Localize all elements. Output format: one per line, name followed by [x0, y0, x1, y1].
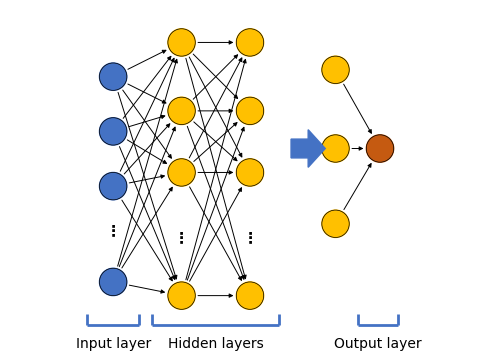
- Text: Input layer: Input layer: [76, 337, 151, 352]
- Text: ⋮: ⋮: [174, 230, 189, 245]
- Circle shape: [100, 268, 127, 296]
- Circle shape: [236, 159, 264, 186]
- Circle shape: [366, 135, 394, 162]
- Text: Hidden layers: Hidden layers: [168, 337, 264, 352]
- Text: ⋮: ⋮: [106, 223, 121, 238]
- Circle shape: [236, 97, 264, 125]
- Circle shape: [100, 172, 127, 200]
- Circle shape: [100, 63, 127, 90]
- Circle shape: [236, 29, 264, 56]
- Circle shape: [322, 135, 349, 162]
- Circle shape: [236, 282, 264, 309]
- Circle shape: [100, 118, 127, 145]
- Circle shape: [168, 97, 196, 125]
- Circle shape: [168, 159, 196, 186]
- Circle shape: [322, 210, 349, 238]
- FancyArrow shape: [291, 130, 326, 167]
- Text: ⋮: ⋮: [242, 230, 258, 245]
- Text: Output layer: Output layer: [334, 337, 422, 352]
- Circle shape: [168, 282, 196, 309]
- Circle shape: [168, 29, 196, 56]
- Circle shape: [322, 56, 349, 84]
